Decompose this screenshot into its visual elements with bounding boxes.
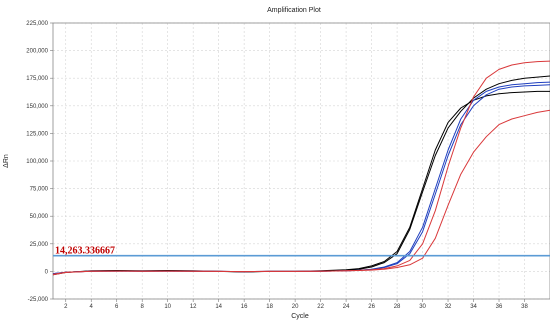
amplification-curve (52, 81, 550, 275)
y-tick-label: 125,000 (26, 131, 48, 137)
amplification-curve (52, 109, 550, 276)
y-tick-label: 225,000 (26, 21, 48, 27)
x-tick-label: 2 (64, 304, 68, 310)
x-tick-label: 4 (90, 304, 94, 310)
y-tick-label: 0 (45, 269, 49, 275)
threshold-label: 14,263.336667 (55, 246, 115, 257)
x-tick-label: 10 (164, 304, 171, 310)
x-tick-label: 38 (521, 304, 528, 310)
x-tick-label: 28 (394, 304, 401, 310)
y-tick-label: 175,000 (26, 76, 48, 82)
x-tick-label: 8 (141, 304, 145, 310)
y-tick-label: 25,000 (30, 242, 49, 248)
amplification-curve (52, 90, 550, 276)
series-layer (52, 60, 550, 276)
y-axis: -25,000 0 25,000 50,000 75,000 100,000 125,000… (26, 21, 53, 303)
x-axis-title: Cycle (291, 313, 309, 320)
chart-title: Amplification Plot (267, 7, 321, 14)
x-tick-label: 30 (419, 304, 426, 310)
y-axis-title: ΔRn (3, 154, 10, 168)
grid (53, 22, 550, 300)
y-tick-label: 50,000 (30, 214, 49, 220)
y-tick-label: 150,000 (26, 104, 48, 110)
x-tick-label: 22 (317, 304, 324, 310)
y-tick-label: 100,000 (26, 159, 48, 165)
x-tick-label: 16 (241, 304, 248, 310)
amplification-curve (52, 60, 550, 275)
x-tick-label: 36 (496, 304, 503, 310)
x-tick-label: 14 (215, 304, 222, 310)
x-tick-label: 20 (292, 304, 299, 310)
amplification-curve (52, 84, 550, 275)
y-tick-label: 200,000 (26, 49, 48, 55)
x-tick-label: 18 (266, 304, 273, 310)
x-tick-label: 26 (368, 304, 375, 310)
y-tick-label: 75,000 (30, 187, 49, 193)
x-tick-label: 6 (115, 304, 119, 310)
x-tick-label: 12 (190, 304, 197, 310)
x-tick-label: 32 (445, 304, 452, 310)
y-tick-label: -25,000 (28, 297, 49, 303)
x-tick-label: 24 (343, 304, 350, 310)
x-tick-label: 34 (470, 304, 477, 310)
x-axis: 2 4 6 8 10 12 14 16 18 20 22 24 26 28 30 32 34 36 38 (64, 299, 529, 310)
